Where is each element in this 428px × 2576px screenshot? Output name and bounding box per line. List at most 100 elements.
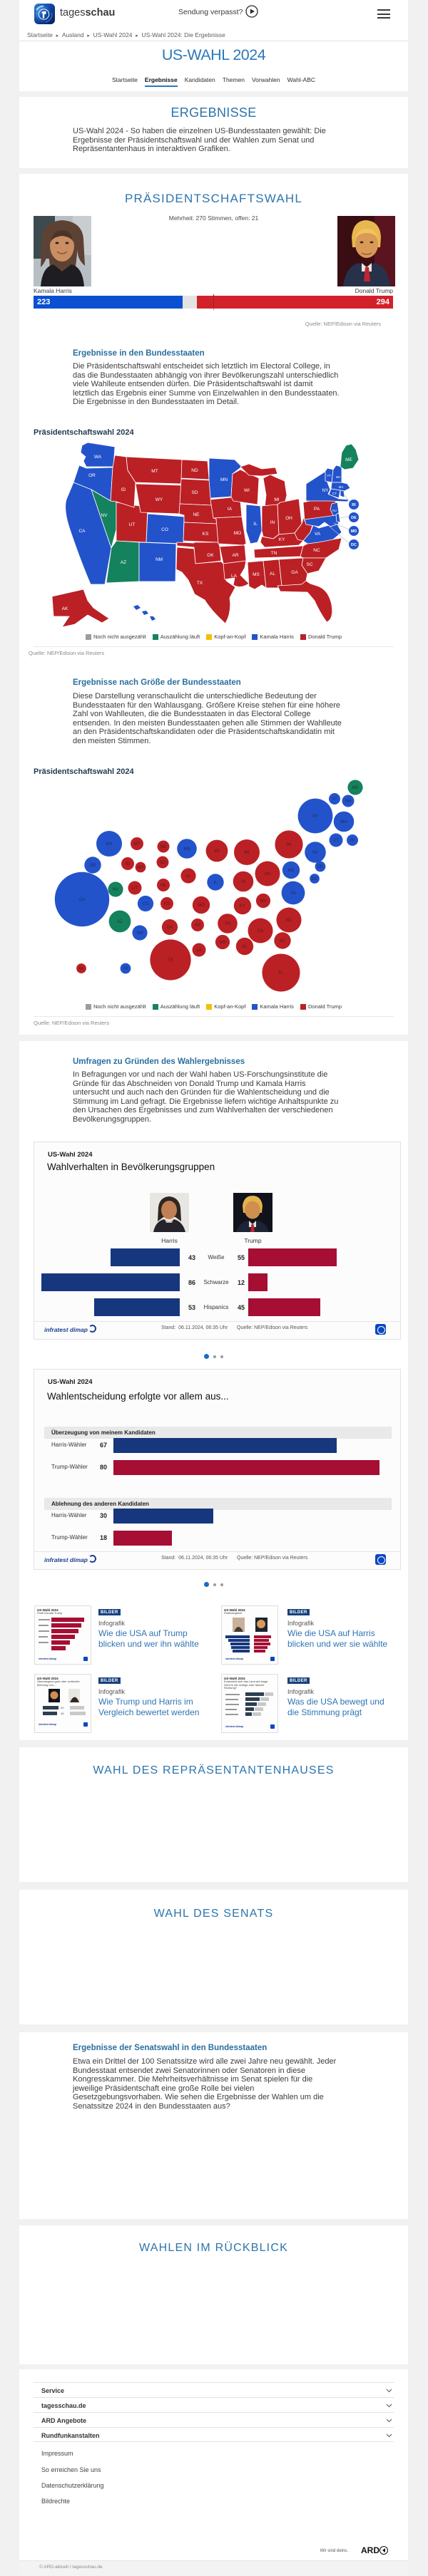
svg-text:GA: GA xyxy=(258,929,264,933)
svg-text:CO: CO xyxy=(161,527,168,532)
svg-text:MN: MN xyxy=(183,847,190,852)
svg-text:TN: TN xyxy=(271,551,277,556)
svg-text:NM: NM xyxy=(156,557,163,562)
svg-text:WY: WY xyxy=(156,497,163,502)
svg-text:NJ: NJ xyxy=(332,509,337,512)
svg-text:GA: GA xyxy=(291,570,298,575)
svg-text:IN: IN xyxy=(241,880,245,884)
svg-text:LA: LA xyxy=(231,574,238,579)
svg-text:OH: OH xyxy=(265,872,271,876)
svg-text:NC: NC xyxy=(313,548,320,553)
svg-text:TX: TX xyxy=(197,581,203,586)
svg-text:UT: UT xyxy=(132,886,138,891)
svg-text:DE: DE xyxy=(351,516,357,520)
svg-text:CT: CT xyxy=(333,839,339,843)
svg-text:VA: VA xyxy=(290,891,296,896)
svg-text:48: 48 xyxy=(61,1712,64,1715)
svg-text:OK: OK xyxy=(167,926,173,930)
svg-text:TX: TX xyxy=(168,958,173,963)
svg-text:KY: KY xyxy=(279,537,285,542)
svg-text:OR: OR xyxy=(88,473,96,478)
svg-text:WY: WY xyxy=(137,866,144,870)
svg-text:MD: MD xyxy=(287,869,295,873)
svg-text:MD: MD xyxy=(351,529,357,534)
svg-text:DC: DC xyxy=(351,543,357,547)
svg-text:UT: UT xyxy=(129,522,136,527)
svg-text:SC: SC xyxy=(280,939,286,943)
svg-text:IA: IA xyxy=(228,507,233,512)
svg-text:AR: AR xyxy=(195,924,201,928)
svg-text:MI: MI xyxy=(274,497,279,502)
svg-text:DC: DC xyxy=(312,877,318,881)
svg-text:ID: ID xyxy=(126,862,131,867)
svg-text:AL: AL xyxy=(270,571,275,576)
svg-text:IL: IL xyxy=(253,522,258,527)
svg-text:SD: SD xyxy=(191,490,198,495)
svg-text:KS: KS xyxy=(164,902,170,906)
svg-text:MA: MA xyxy=(339,485,344,489)
svg-text:NH: NH xyxy=(345,800,352,804)
svg-text:NE: NE xyxy=(193,512,200,517)
svg-text:VA: VA xyxy=(315,532,321,537)
svg-text:SC: SC xyxy=(306,562,312,567)
svg-text:WV: WV xyxy=(260,899,267,904)
svg-text:OK: OK xyxy=(207,553,214,558)
svg-text:NV: NV xyxy=(113,888,118,892)
svg-text:CT: CT xyxy=(332,492,337,495)
svg-text:RI: RI xyxy=(350,839,355,843)
svg-text:NJ: NJ xyxy=(312,851,317,855)
svg-text:MS: MS xyxy=(220,941,226,945)
svg-text:NV: NV xyxy=(101,513,108,518)
svg-text:IA: IA xyxy=(186,874,190,879)
svg-text:VT: VT xyxy=(332,797,337,802)
svg-text:ME: ME xyxy=(345,457,352,462)
svg-text:AZ: AZ xyxy=(117,920,123,924)
svg-text:MN: MN xyxy=(220,477,228,482)
svg-text:CO: CO xyxy=(143,902,149,906)
svg-text:MS: MS xyxy=(253,572,260,577)
svg-text:NY: NY xyxy=(322,488,329,493)
svg-text:KY: KY xyxy=(240,904,245,909)
svg-text:RI: RI xyxy=(352,503,356,507)
svg-text:OR: OR xyxy=(90,864,97,868)
svg-text:AK: AK xyxy=(78,967,84,971)
svg-text:SD: SD xyxy=(160,861,166,865)
svg-text:AZ: AZ xyxy=(121,560,126,565)
svg-text:DE: DE xyxy=(317,865,323,869)
svg-text:WI: WI xyxy=(214,849,220,854)
svg-text:53: 53 xyxy=(61,1706,64,1709)
svg-text:WA: WA xyxy=(94,455,102,460)
svg-text:CA: CA xyxy=(78,529,86,534)
svg-text:AK: AK xyxy=(62,606,68,611)
svg-text:OH: OH xyxy=(285,516,292,521)
svg-text:HI: HI xyxy=(123,967,128,971)
svg-text:ND: ND xyxy=(160,845,167,849)
svg-text:MA: MA xyxy=(341,820,347,824)
svg-text:LA: LA xyxy=(196,948,201,953)
svg-text:NH: NH xyxy=(336,475,341,479)
svg-text:NE: NE xyxy=(160,884,166,888)
svg-text:NC: NC xyxy=(286,919,292,923)
svg-text:KS: KS xyxy=(203,532,209,537)
svg-text:NM: NM xyxy=(136,931,143,936)
svg-text:MO: MO xyxy=(234,531,241,536)
svg-text:PA: PA xyxy=(314,507,320,512)
svg-text:VT: VT xyxy=(327,474,331,477)
svg-text:NY: NY xyxy=(312,814,318,819)
svg-text:WI: WI xyxy=(244,488,250,493)
svg-text:IL: IL xyxy=(213,881,218,885)
svg-text:MO: MO xyxy=(198,904,205,908)
svg-text:ID: ID xyxy=(121,487,126,492)
svg-text:MI: MI xyxy=(245,851,250,855)
svg-text:AL: AL xyxy=(242,945,248,949)
svg-text:MT: MT xyxy=(134,842,141,847)
svg-text:FL: FL xyxy=(278,971,284,976)
svg-text:PA: PA xyxy=(286,843,292,847)
svg-text:MT: MT xyxy=(151,469,158,474)
svg-text:AR: AR xyxy=(232,553,238,558)
svg-text:IN: IN xyxy=(270,520,275,525)
svg-text:TN: TN xyxy=(225,922,230,926)
svg-text:CA: CA xyxy=(79,898,85,902)
svg-text:WA: WA xyxy=(106,842,112,847)
svg-text:ME: ME xyxy=(352,786,359,790)
